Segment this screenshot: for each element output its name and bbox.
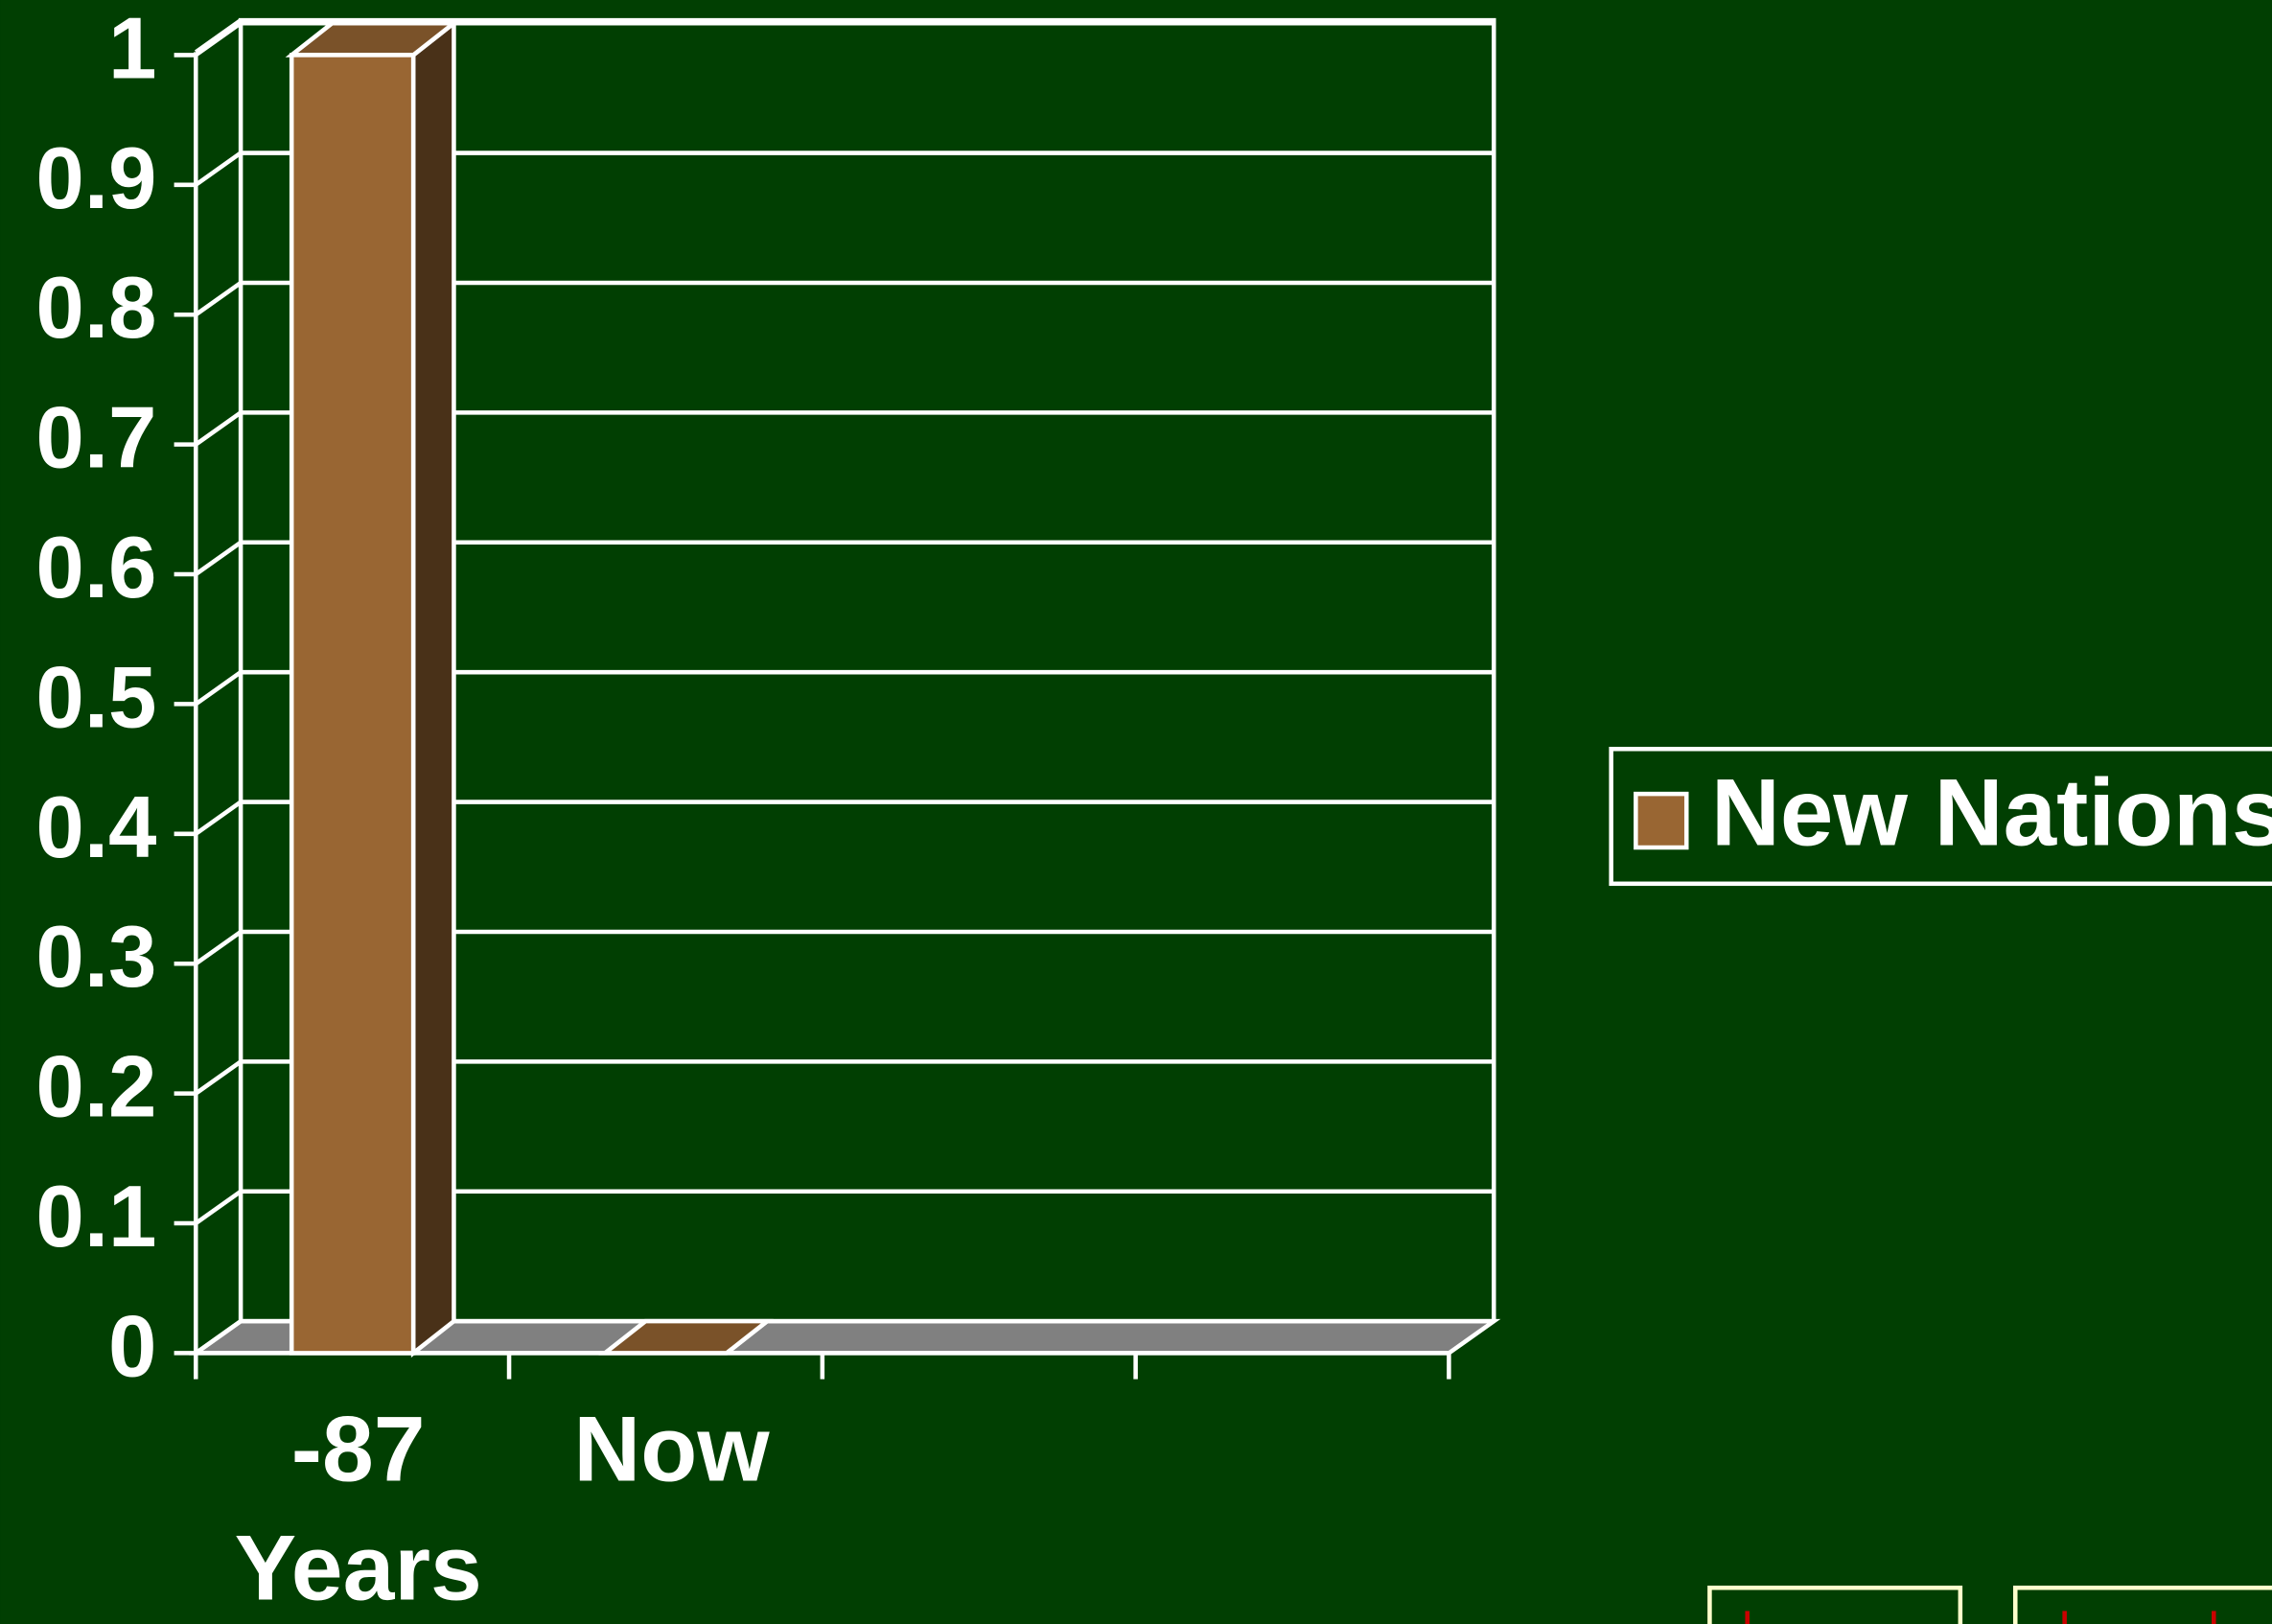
grid-line <box>194 540 1495 576</box>
grid-line <box>194 1059 1495 1096</box>
y-tick-label: 0.7 <box>35 390 156 487</box>
y-tick-label: 0.5 <box>35 649 156 746</box>
y-tick-label: 1 <box>108 0 156 97</box>
y-tick-label: 0.1 <box>35 1169 156 1265</box>
grid-line <box>194 280 1495 317</box>
x-tick-label: Now <box>573 1397 770 1500</box>
bar-top <box>598 1318 774 1356</box>
legend-label: New Nations <box>1711 760 2272 867</box>
legend-swatch <box>1634 791 1689 850</box>
legend-box <box>1609 746 2272 887</box>
grid-line <box>194 151 1495 187</box>
y-tick-label: 0.4 <box>35 779 156 876</box>
y-tick-label: 0 <box>108 1298 156 1395</box>
grid-line <box>194 929 1495 966</box>
y-tick-label: 0.9 <box>35 130 156 227</box>
y-tick-label: 0.3 <box>35 909 156 1006</box>
grid-line <box>194 669 1495 707</box>
nav-button[interactable] <box>2013 1585 2272 1624</box>
nav-button[interactable] <box>1707 1585 1963 1624</box>
left-wall-edge <box>194 18 243 55</box>
y-tick-label: 0.8 <box>35 260 156 357</box>
grid-line <box>194 20 1495 58</box>
grid-line <box>194 410 1495 447</box>
x-tick-label: -87 Years <box>235 1397 482 1619</box>
bar-side <box>410 18 456 1358</box>
grid-line <box>194 1318 1495 1356</box>
y-tick-label: 0.6 <box>35 520 156 616</box>
bar <box>289 53 416 1356</box>
grid-line <box>194 800 1495 836</box>
y-tick-label: 0.2 <box>35 1039 156 1136</box>
grid-line <box>194 1189 1495 1225</box>
